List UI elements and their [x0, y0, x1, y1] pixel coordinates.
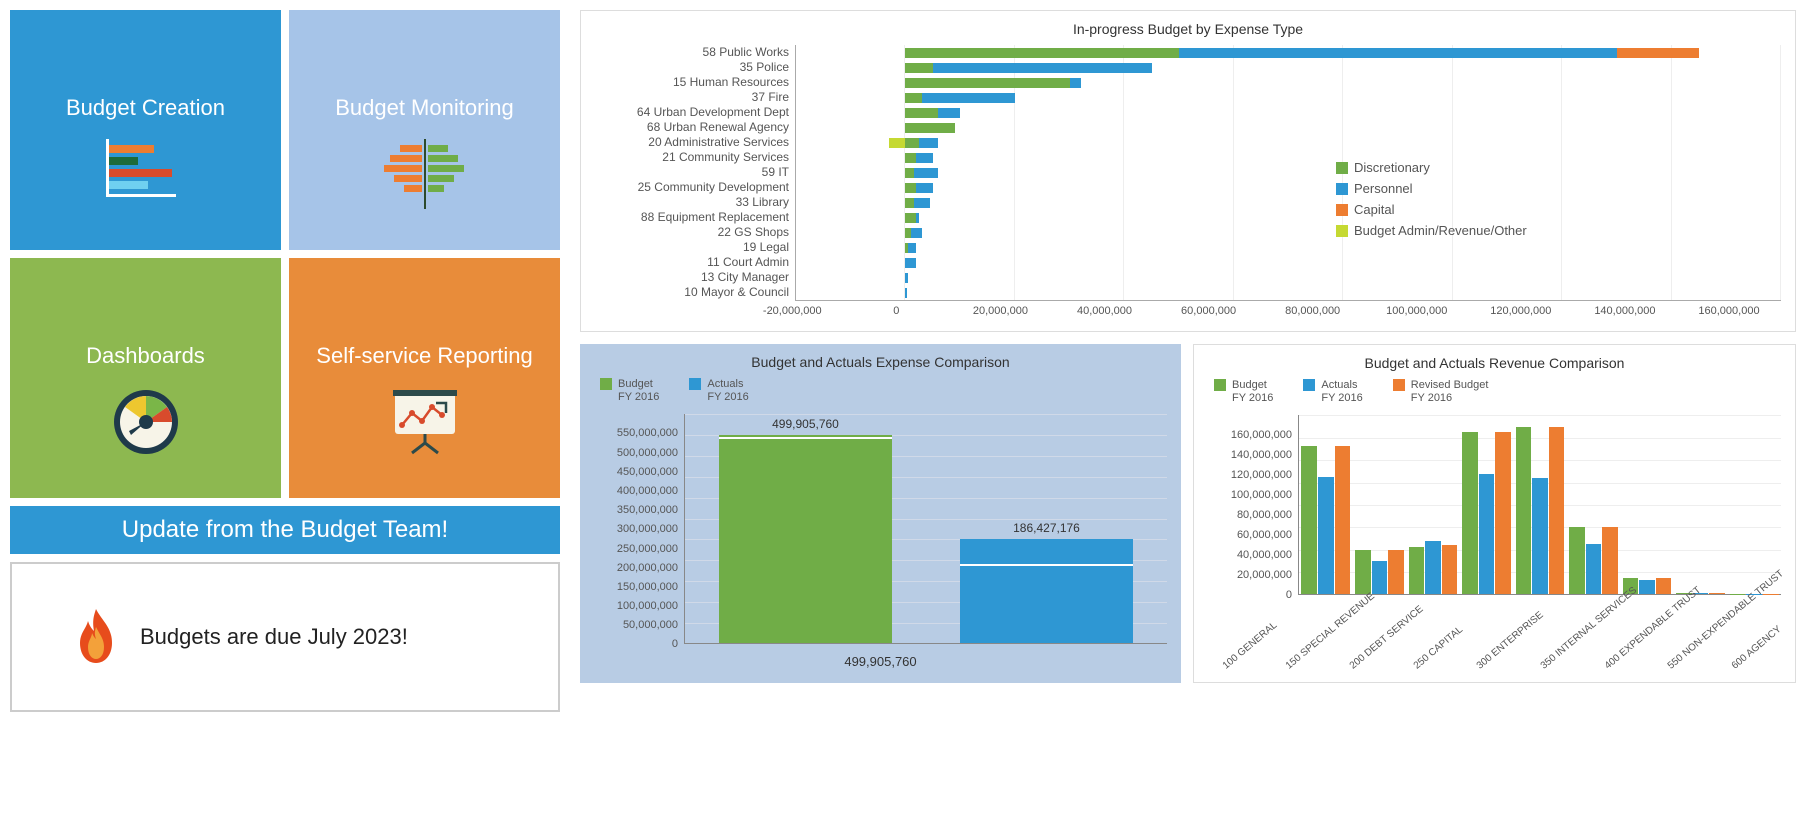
legend-item: Personnel: [1336, 181, 1527, 196]
stacked-row: [796, 270, 1781, 285]
tile-title: Dashboards: [86, 343, 205, 369]
stacked-row: [796, 90, 1781, 105]
tile-icon: [380, 139, 470, 212]
revenue-bar-group: [1623, 415, 1672, 594]
stacked-row-label: 10 Mayor & Council: [595, 285, 795, 300]
stacked-row: [796, 135, 1781, 150]
stacked-row-label: 19 Legal: [595, 240, 795, 255]
stacked-x-axis: -20,000,000020,000,00040,000,00060,000,0…: [795, 305, 1781, 317]
revenue-legend: BudgetFY 2016 ActualsFY 2016 Revised Budge…: [1214, 379, 1781, 405]
budget-team-banner: Update from the Budget Team!: [10, 506, 560, 554]
flame-icon: [72, 607, 120, 668]
revenue-x-label: 400 EXPENDABLE TRUST: [1602, 631, 1647, 672]
stacked-row: [796, 240, 1781, 255]
stacked-row-label: 35 Police: [595, 60, 795, 75]
revenue-x-label: 300 ENTERPRISE: [1475, 631, 1520, 672]
stacked-row-label: 21 Community Services: [595, 150, 795, 165]
revenue-chart-title: Budget and Actuals Revenue Comparison: [1208, 355, 1781, 371]
revenue-x-axis: 100 GENERAL150 SPECIAL REVENUE200 DEBT S…: [1208, 601, 1781, 612]
stacked-row-label: 15 Human Resources: [595, 75, 795, 90]
expense-chart-card: Budget and Actuals Expense Comparison Bu…: [580, 344, 1181, 683]
revenue-bar-group: [1301, 415, 1350, 594]
nav-tile-grid: Budget Creation Budget Monitoring Dashboar…: [10, 10, 560, 498]
revenue-x-label: 600 AGENCY: [1730, 631, 1775, 672]
stacked-row-label: 33 Library: [595, 195, 795, 210]
revenue-bar-group: [1462, 415, 1511, 594]
tile-title: Self-service Reporting: [316, 343, 532, 369]
notice-text: Budgets are due July 2023!: [140, 624, 408, 650]
nav-tile-self-service-reporting[interactable]: Self-service Reporting: [289, 258, 560, 498]
stacked-row-label: 13 City Manager: [595, 270, 795, 285]
stacked-row-label: 58 Public Works: [595, 45, 795, 60]
expense-bottom-label: 499,905,760: [594, 654, 1167, 669]
revenue-bar-group: [1409, 415, 1458, 594]
stacked-row: [796, 105, 1781, 120]
stacked-plot: Discretionary Personnel Capital Budget Admi…: [795, 45, 1781, 301]
stacked-row: [796, 210, 1781, 225]
expense-legend: BudgetFY 2016 ActualsFY 2016: [600, 378, 1167, 404]
expense-plot: 499,905,760 186,427,176: [684, 414, 1167, 644]
legend-item: Revised BudgetFY 2016: [1393, 379, 1489, 405]
revenue-x-label: 550 NON-EXPENDABLE TRUST: [1666, 631, 1711, 672]
revenue-x-label: 200 DEBT SERVICE: [1348, 631, 1393, 672]
revenue-bar-group: [1516, 415, 1565, 594]
tile-icon: [111, 387, 181, 460]
stacked-row-label: 59 IT: [595, 165, 795, 180]
legend-item: Discretionary: [1336, 160, 1527, 175]
stacked-chart-title: In-progress Budget by Expense Type: [595, 21, 1781, 37]
revenue-bar-group: [1676, 415, 1725, 594]
legend-item: ActualsFY 2016: [1303, 379, 1362, 405]
stacked-row: [796, 225, 1781, 240]
stacked-row: [796, 120, 1781, 135]
stacked-row-label: 64 Urban Development Dept: [595, 105, 795, 120]
legend-item: Capital: [1336, 202, 1527, 217]
stacked-row-label: 25 Community Development: [595, 180, 795, 195]
nav-tile-budget-monitoring[interactable]: Budget Monitoring: [289, 10, 560, 250]
stacked-row: [796, 165, 1781, 180]
stacked-row: [796, 195, 1781, 210]
tile-icon: [390, 387, 460, 460]
revenue-x-label: 250 CAPITAL: [1411, 631, 1456, 672]
stacked-row: [796, 150, 1781, 165]
revenue-bar-group: [1355, 415, 1404, 594]
stacked-row: [796, 255, 1781, 270]
stacked-row: [796, 75, 1781, 90]
stacked-row-label: 20 Administrative Services: [595, 135, 795, 150]
tile-title: Budget Creation: [66, 95, 225, 121]
stacked-y-labels: 58 Public Works35 Police15 Human Resourc…: [595, 45, 795, 301]
revenue-x-label: 350 INTERNAL SERVICES: [1539, 631, 1584, 672]
nav-tile-dashboards[interactable]: Dashboards: [10, 258, 281, 498]
stacked-row-label: 11 Court Admin: [595, 255, 795, 270]
revenue-bar-group: [1569, 415, 1618, 594]
expense-bar: 499,905,760: [719, 414, 893, 643]
stacked-row: [796, 285, 1781, 300]
legend-item: ActualsFY 2016: [689, 378, 748, 404]
legend-item: Budget Admin/Revenue/Other: [1336, 223, 1527, 238]
tile-icon: [106, 139, 186, 202]
stacked-row-label: 37 Fire: [595, 90, 795, 105]
notice-box: Budgets are due July 2023!: [10, 562, 560, 712]
stacked-chart-card: In-progress Budget by Expense Type 58 Pu…: [580, 10, 1796, 332]
banner-text: Update from the Budget Team!: [122, 516, 448, 543]
revenue-chart-card: Budget and Actuals Revenue Comparison Bu…: [1193, 344, 1796, 683]
expense-y-axis: 050,000,000100,000,000150,000,000200,000…: [594, 414, 684, 644]
tile-title: Budget Monitoring: [335, 95, 514, 121]
stacked-row-label: 22 GS Shops: [595, 225, 795, 240]
expense-chart-title: Budget and Actuals Expense Comparison: [594, 354, 1167, 370]
stacked-row: [796, 45, 1781, 60]
revenue-x-label: 150 SPECIAL REVENUE: [1284, 631, 1329, 672]
stacked-row-label: 68 Urban Renewal Agency: [595, 120, 795, 135]
legend-item: BudgetFY 2016: [1214, 379, 1273, 405]
stacked-legend: Discretionary Personnel Capital Budget Admi…: [1336, 160, 1527, 244]
stacked-row: [796, 180, 1781, 195]
stacked-row-label: 88 Equipment Replacement: [595, 210, 795, 225]
legend-item: BudgetFY 2016: [600, 378, 659, 404]
revenue-y-axis: 020,000,00040,000,00060,000,00080,000,00…: [1208, 415, 1298, 595]
nav-tile-budget-creation[interactable]: Budget Creation: [10, 10, 281, 250]
revenue-x-label: 100 GENERAL: [1221, 631, 1266, 672]
revenue-plot: [1298, 415, 1781, 595]
expense-bar: 186,427,176: [960, 414, 1134, 643]
stacked-row: [796, 60, 1781, 75]
revenue-bar-group: [1730, 415, 1779, 594]
